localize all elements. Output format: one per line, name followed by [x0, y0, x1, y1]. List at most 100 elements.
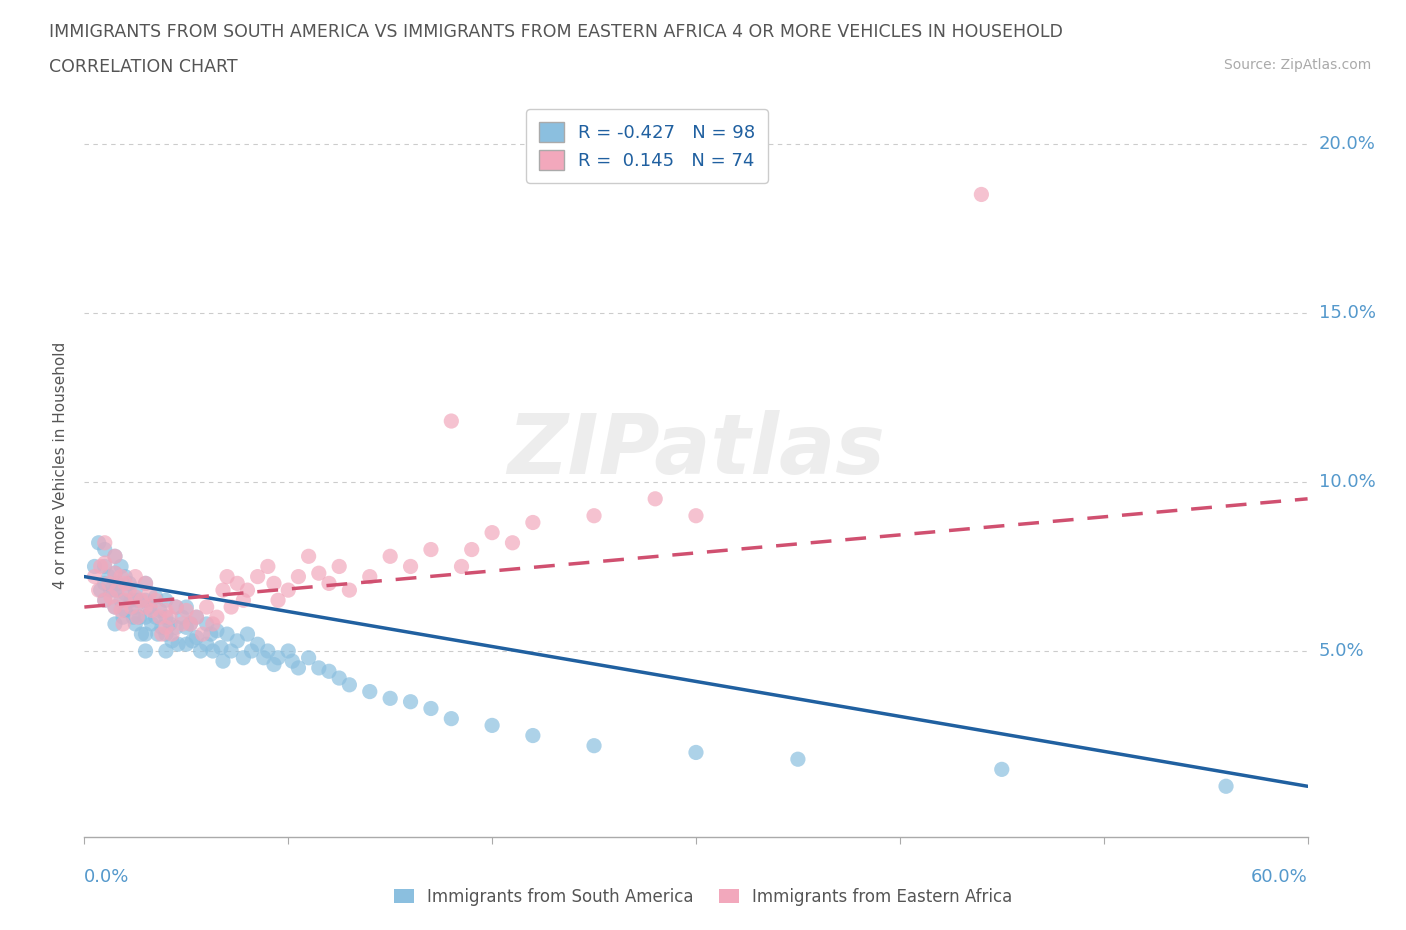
Point: [93, 555, 115, 570]
Point: [135, 592, 157, 607]
Point: [253, 650, 276, 665]
Point: [236, 627, 259, 642]
Point: [191, 627, 214, 642]
Point: [93, 592, 115, 607]
Point: [522, 515, 544, 530]
Point: [118, 583, 141, 598]
Point: [440, 414, 463, 429]
Text: 10.0%: 10.0%: [1319, 473, 1375, 491]
Point: [149, 610, 172, 625]
Point: [201, 644, 224, 658]
Point: [155, 610, 177, 625]
Point: [186, 630, 208, 644]
Point: [135, 610, 157, 625]
Point: [298, 650, 321, 665]
Point: [124, 600, 146, 615]
Point: [186, 610, 208, 625]
Point: [145, 592, 167, 607]
Point: [339, 677, 361, 692]
Point: [246, 569, 269, 584]
Point: [201, 617, 224, 631]
Point: [141, 617, 163, 631]
Point: [399, 559, 422, 574]
Point: [110, 592, 132, 607]
Text: IMMIGRANTS FROM SOUTH AMERICA VS IMMIGRANTS FROM EASTERN AFRICA 4 OR MORE VEHICL: IMMIGRANTS FROM SOUTH AMERICA VS IMMIGRA…: [49, 23, 1063, 41]
Text: 15.0%: 15.0%: [1319, 304, 1375, 322]
Point: [114, 569, 136, 584]
Point: [104, 600, 127, 615]
Point: [287, 569, 309, 584]
Point: [217, 627, 239, 642]
Point: [112, 610, 135, 625]
Point: [318, 664, 340, 679]
Text: 20.0%: 20.0%: [1319, 135, 1375, 153]
Point: [359, 684, 381, 699]
Point: [174, 620, 197, 635]
Point: [159, 610, 181, 625]
Point: [328, 559, 350, 574]
Point: [93, 576, 115, 591]
Text: ZIPatlas: ZIPatlas: [508, 409, 884, 491]
Point: [105, 583, 128, 598]
Point: [104, 565, 127, 580]
Legend: Immigrants from South America, Immigrants from Eastern Africa: Immigrants from South America, Immigrant…: [387, 881, 1019, 912]
Point: [212, 583, 235, 598]
Point: [110, 569, 132, 584]
Point: [124, 617, 146, 631]
Point: [232, 650, 254, 665]
Point: [100, 590, 122, 604]
Point: [787, 751, 810, 766]
Point: [481, 718, 503, 733]
Point: [155, 592, 177, 607]
Point: [145, 610, 167, 625]
Point: [104, 549, 127, 564]
Point: [87, 583, 110, 598]
Point: [186, 610, 208, 625]
Point: [135, 576, 157, 591]
Point: [138, 600, 160, 615]
Point: [160, 633, 183, 648]
Point: [380, 691, 402, 706]
Point: [420, 701, 443, 716]
Point: [138, 586, 160, 601]
Point: [124, 590, 146, 604]
Point: [277, 583, 299, 598]
Point: [104, 617, 127, 631]
Point: [149, 603, 172, 618]
Point: [135, 576, 157, 591]
Point: [287, 660, 309, 675]
Point: [93, 542, 115, 557]
Text: 60.0%: 60.0%: [1251, 868, 1308, 885]
Point: [127, 592, 149, 607]
Point: [339, 583, 361, 598]
Point: [165, 600, 187, 615]
Point: [298, 549, 321, 564]
Point: [159, 617, 181, 631]
Point: [155, 620, 177, 635]
Point: [114, 603, 136, 618]
Point: [685, 509, 707, 524]
Point: [141, 603, 163, 618]
Text: Source: ZipAtlas.com: Source: ZipAtlas.com: [1223, 58, 1371, 72]
Point: [124, 569, 146, 584]
Point: [135, 644, 157, 658]
Point: [219, 600, 242, 615]
Y-axis label: 4 or more Vehicles in Household: 4 or more Vehicles in Household: [53, 341, 69, 589]
Point: [440, 711, 463, 726]
Point: [359, 569, 381, 584]
Point: [146, 627, 169, 642]
Text: 5.0%: 5.0%: [1319, 642, 1364, 660]
Point: [195, 617, 218, 631]
Point: [110, 603, 132, 618]
Point: [90, 583, 112, 598]
Point: [93, 559, 115, 574]
Point: [100, 583, 122, 598]
Point: [281, 654, 304, 669]
Point: [174, 600, 197, 615]
Point: [150, 627, 173, 642]
Point: [583, 738, 606, 753]
Point: [122, 610, 145, 625]
Point: [155, 627, 177, 642]
Point: [160, 627, 183, 642]
Point: [174, 603, 197, 618]
